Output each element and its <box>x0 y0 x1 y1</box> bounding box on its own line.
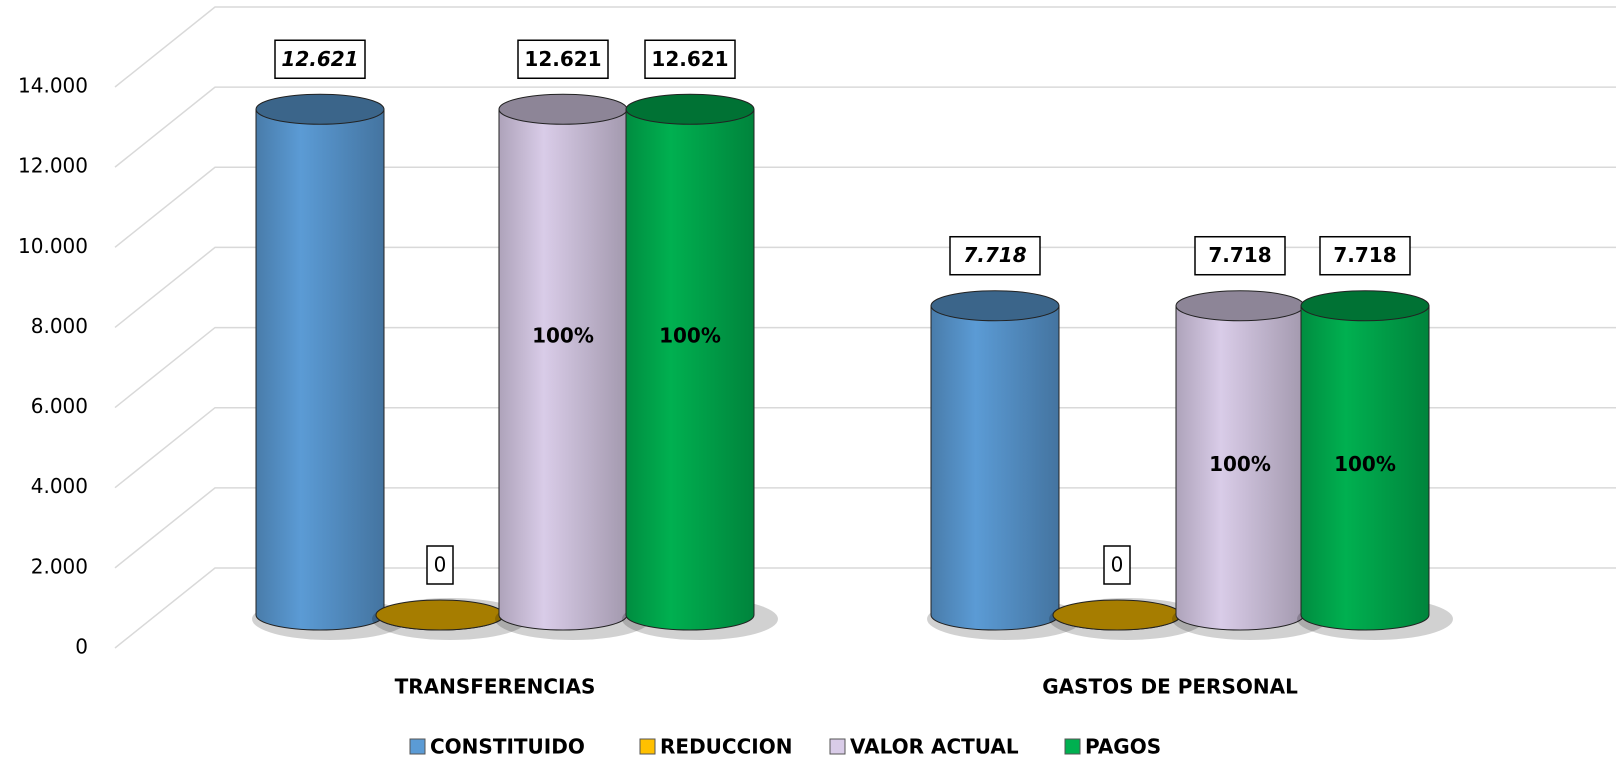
value-label-box <box>1319 235 1411 276</box>
bar <box>498 108 628 631</box>
bar <box>255 108 385 631</box>
value-label: 12.621 <box>281 47 358 71</box>
value-label: 7.718 <box>1208 243 1271 267</box>
grid-line <box>114 6 1616 88</box>
grid-line <box>114 166 1616 248</box>
bar-top <box>1052 599 1182 631</box>
grid-line <box>114 246 1616 329</box>
grid-line <box>114 406 1616 489</box>
y-tick-label: 4.000 <box>31 474 88 498</box>
value-label-box <box>274 39 366 80</box>
y-tick-label: 14.000 <box>18 74 88 98</box>
bar <box>1300 305 1430 631</box>
y-tick-label: 0 <box>75 635 88 659</box>
value-label-box <box>644 39 736 80</box>
bar-top <box>498 93 628 125</box>
percent-label: 100% <box>659 324 721 348</box>
value-label: 12.621 <box>524 47 601 71</box>
x-tick-label: TRANSFERENCIAS <box>395 675 596 699</box>
bar <box>930 305 1060 631</box>
y-tick-label: 2.000 <box>31 554 88 578</box>
grid-line <box>114 86 1616 168</box>
legend-label: REDUCCION <box>660 735 792 759</box>
bar-top <box>625 93 755 125</box>
value-label: 7.718 <box>1333 243 1396 267</box>
legend-swatch <box>1064 738 1081 755</box>
grid-line <box>114 487 1616 569</box>
bar-top <box>255 93 385 125</box>
labels: 0 2.000 4.000 6.000 8.000 10.000 12.000 14.000 T… <box>18 39 1411 759</box>
value-label-box <box>949 235 1041 276</box>
bar-top <box>930 290 1060 322</box>
percent-label: 100% <box>1334 452 1396 476</box>
legend-label: CONSTITUIDO <box>430 735 585 759</box>
value-label: 7.718 <box>963 243 1026 267</box>
value-label: 0 <box>1111 553 1124 577</box>
legend-swatch <box>639 738 656 755</box>
y-tick-label: 10.000 <box>18 234 88 258</box>
y-tick-label: 6.000 <box>31 394 88 418</box>
value-label-box <box>426 545 454 585</box>
legend-label: VALOR ACTUAL <box>850 735 1019 759</box>
x-tick-label: GASTOS DE PERSONAL <box>1042 675 1298 699</box>
bar-top <box>1175 290 1305 322</box>
percent-label: 100% <box>1209 452 1271 476</box>
legend-label: PAGOS <box>1085 735 1161 759</box>
bar-top <box>375 599 505 631</box>
value-label-box <box>1194 235 1286 276</box>
value-label: 0 <box>434 553 447 577</box>
grid-line <box>114 567 1616 649</box>
value-label-box <box>517 39 609 80</box>
grid <box>114 6 1616 649</box>
legend-swatch <box>409 738 426 755</box>
bar <box>625 108 755 631</box>
y-tick-label: 8.000 <box>31 314 88 338</box>
bar <box>1175 305 1305 631</box>
grid-line <box>114 326 1616 409</box>
value-label: 12.621 <box>651 47 728 71</box>
bars <box>252 93 1453 640</box>
bar-top <box>1300 290 1430 322</box>
value-label-box <box>1103 545 1131 585</box>
percent-label: 100% <box>532 324 594 348</box>
y-tick-label: 12.000 <box>18 154 88 178</box>
legend-swatch <box>829 738 846 755</box>
